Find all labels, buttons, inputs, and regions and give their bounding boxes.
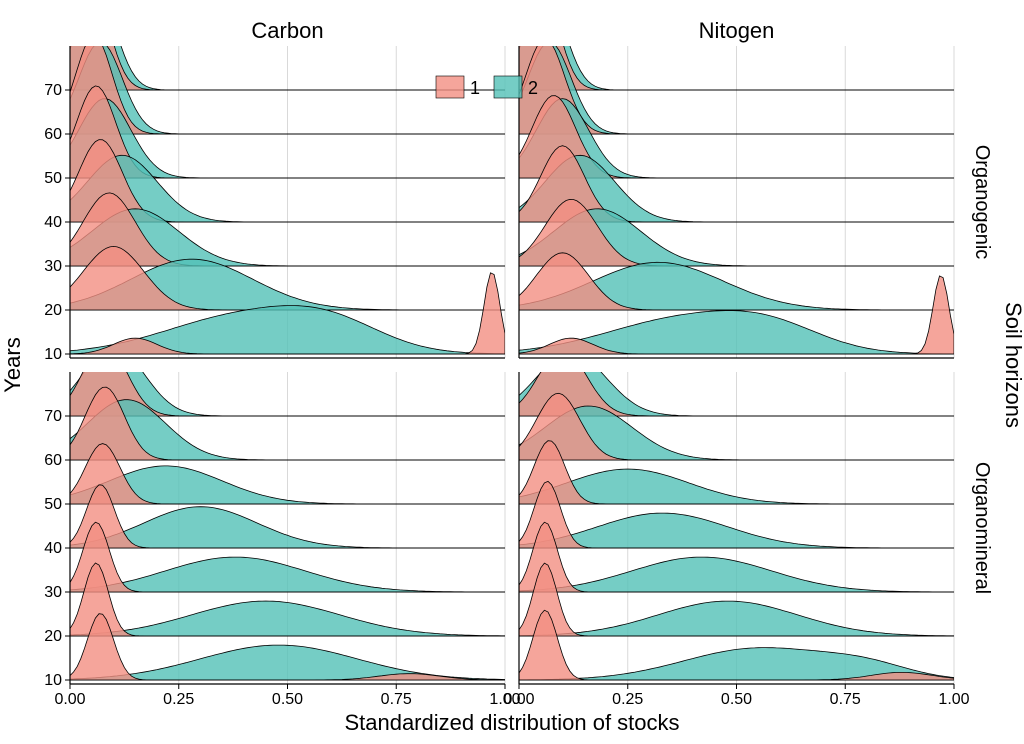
- x-tick-label: 0.50: [272, 691, 303, 708]
- y-tick-label: 30: [44, 584, 62, 601]
- y-tick-label: 60: [44, 126, 62, 143]
- y-axis-label-right: Soil horizons: [1001, 302, 1024, 428]
- y-axis-label-left: Years: [0, 337, 25, 392]
- y-tick-label: 10: [44, 346, 62, 363]
- row-strip-label: Organogenic: [971, 145, 993, 260]
- ridgeline-figure: Carbon Nitogen 10 20 30 40 50 60 70 Organogenic 0.…: [0, 0, 1024, 744]
- panel-carbon-organomineral: 0.000.250.500.751.0010203040506070: [44, 343, 520, 708]
- column-title: Carbon: [251, 18, 323, 43]
- ridge-series-2: [519, 601, 954, 636]
- panel-carbon-organogenic: 10 20 30 40 50 60 70: [44, 0, 505, 363]
- x-tick-label: 0.25: [612, 691, 643, 708]
- x-tick-label: 0.00: [54, 691, 85, 708]
- x-tick-label: 1.00: [938, 691, 969, 708]
- x-axis-label: Standardized distribution of stocks: [344, 710, 679, 735]
- y-tick-label: 20: [44, 302, 62, 319]
- y-tick-label: 30: [44, 258, 62, 275]
- x-tick-label: 0.75: [381, 691, 412, 708]
- row-strip-label: Organomineral: [971, 462, 993, 594]
- y-tick-label: 70: [44, 408, 62, 425]
- legend-label-1: 1: [470, 78, 480, 98]
- y-tick-label: 10: [44, 672, 62, 689]
- ridge-series-2: [70, 601, 505, 636]
- y-tick-label: 20: [44, 628, 62, 645]
- x-tick-label: 0.75: [830, 691, 861, 708]
- x-tick-label: 0.00: [503, 691, 534, 708]
- legend-swatch-1: [436, 76, 464, 98]
- y-tick-label: 50: [44, 496, 62, 513]
- legend-label-2: 2: [528, 78, 538, 98]
- legend-swatch-2: [494, 76, 522, 98]
- x-tick-label: 0.50: [721, 691, 752, 708]
- y-tick-label: 40: [44, 540, 62, 557]
- y-tick-label: 40: [44, 214, 62, 231]
- ridge-series-2: [70, 645, 505, 680]
- y-tick-label: 70: [44, 82, 62, 99]
- y-tick-label: 50: [44, 170, 62, 187]
- x-tick-label: 0.25: [163, 691, 194, 708]
- ridge-series-2: [519, 557, 954, 592]
- column-title: Nitogen: [699, 18, 775, 43]
- panel-nitogen-organogenic: Organogenic: [519, 0, 993, 358]
- panel-nitogen-organomineral: 0.00 0.25 0.50 0.75 1.00 Organomineral: [503, 349, 993, 708]
- y-tick-label: 60: [44, 452, 62, 469]
